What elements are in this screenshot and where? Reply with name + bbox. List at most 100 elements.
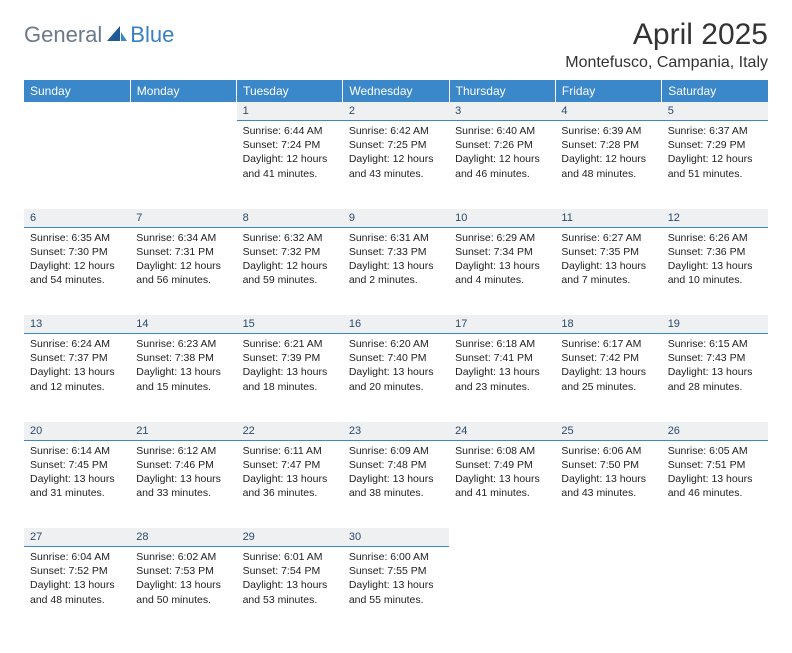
cell-content: Sunrise: 6:01 AMSunset: 7:54 PMDaylight:…	[237, 547, 343, 613]
calendar-cell: Sunrise: 6:35 AMSunset: 7:30 PMDaylight:…	[24, 227, 130, 315]
day-header: Tuesday	[237, 80, 343, 102]
calendar-cell: Sunrise: 6:14 AMSunset: 7:45 PMDaylight:…	[24, 440, 130, 528]
calendar-cell	[662, 547, 768, 635]
day-number: 1	[237, 102, 343, 120]
logo-sail-icon	[106, 24, 128, 47]
day-number: 30	[343, 528, 449, 546]
calendar-cell: Sunrise: 6:26 AMSunset: 7:36 PMDaylight:…	[662, 227, 768, 315]
calendar-thead: SundayMondayTuesdayWednesdayThursdayFrid…	[24, 80, 768, 102]
month-title: April 2025	[565, 18, 768, 52]
content-row: Sunrise: 6:14 AMSunset: 7:45 PMDaylight:…	[24, 440, 768, 528]
cell-content: Sunrise: 6:31 AMSunset: 7:33 PMDaylight:…	[343, 228, 449, 294]
day-number: 20	[24, 422, 130, 440]
calendar-table: SundayMondayTuesdayWednesdayThursdayFrid…	[24, 80, 768, 635]
day-number: 10	[449, 209, 555, 227]
cell-content: Sunrise: 6:02 AMSunset: 7:53 PMDaylight:…	[130, 547, 236, 613]
calendar-cell: Sunrise: 6:21 AMSunset: 7:39 PMDaylight:…	[237, 334, 343, 422]
calendar-cell	[24, 121, 130, 209]
calendar-cell: Sunrise: 6:17 AMSunset: 7:42 PMDaylight:…	[555, 334, 661, 422]
cell-content: Sunrise: 6:08 AMSunset: 7:49 PMDaylight:…	[449, 441, 555, 507]
cell-content: Sunrise: 6:44 AMSunset: 7:24 PMDaylight:…	[237, 121, 343, 187]
cell-content: Sunrise: 6:11 AMSunset: 7:47 PMDaylight:…	[237, 441, 343, 507]
cell-content: Sunrise: 6:23 AMSunset: 7:38 PMDaylight:…	[130, 334, 236, 400]
cell-content: Sunrise: 6:34 AMSunset: 7:31 PMDaylight:…	[130, 228, 236, 294]
location: Montefusco, Campania, Italy	[565, 54, 768, 72]
day-header-row: SundayMondayTuesdayWednesdayThursdayFrid…	[24, 80, 768, 102]
calendar-cell: Sunrise: 6:15 AMSunset: 7:43 PMDaylight:…	[662, 334, 768, 422]
calendar-cell: Sunrise: 6:08 AMSunset: 7:49 PMDaylight:…	[449, 440, 555, 528]
day-number: 7	[130, 209, 236, 227]
day-number: 6	[24, 209, 130, 227]
daynum-row: 12345	[24, 102, 768, 121]
daynum-row: 27282930	[24, 528, 768, 547]
content-row: Sunrise: 6:24 AMSunset: 7:37 PMDaylight:…	[24, 334, 768, 422]
calendar-cell: Sunrise: 6:44 AMSunset: 7:24 PMDaylight:…	[237, 121, 343, 209]
cell-content: Sunrise: 6:27 AMSunset: 7:35 PMDaylight:…	[555, 228, 661, 294]
day-number: 19	[662, 315, 768, 333]
day-number: 4	[555, 102, 661, 120]
calendar-cell: Sunrise: 6:27 AMSunset: 7:35 PMDaylight:…	[555, 227, 661, 315]
day-number: 3	[449, 102, 555, 120]
cell-content: Sunrise: 6:04 AMSunset: 7:52 PMDaylight:…	[24, 547, 130, 613]
calendar-cell: Sunrise: 6:37 AMSunset: 7:29 PMDaylight:…	[662, 121, 768, 209]
calendar-cell: Sunrise: 6:40 AMSunset: 7:26 PMDaylight:…	[449, 121, 555, 209]
calendar-body: 12345Sunrise: 6:44 AMSunset: 7:24 PMDayl…	[24, 102, 768, 635]
cell-content: Sunrise: 6:24 AMSunset: 7:37 PMDaylight:…	[24, 334, 130, 400]
cell-content: Sunrise: 6:21 AMSunset: 7:39 PMDaylight:…	[237, 334, 343, 400]
content-row: Sunrise: 6:35 AMSunset: 7:30 PMDaylight:…	[24, 227, 768, 315]
day-header: Saturday	[662, 80, 768, 102]
calendar-cell: Sunrise: 6:39 AMSunset: 7:28 PMDaylight:…	[555, 121, 661, 209]
calendar-cell	[449, 547, 555, 635]
calendar-cell	[130, 121, 236, 209]
calendar-cell: Sunrise: 6:31 AMSunset: 7:33 PMDaylight:…	[343, 227, 449, 315]
calendar-cell: Sunrise: 6:12 AMSunset: 7:46 PMDaylight:…	[130, 440, 236, 528]
day-number: 5	[662, 102, 768, 120]
cell-content: Sunrise: 6:17 AMSunset: 7:42 PMDaylight:…	[555, 334, 661, 400]
calendar-cell	[555, 547, 661, 635]
cell-content: Sunrise: 6:05 AMSunset: 7:51 PMDaylight:…	[662, 441, 768, 507]
day-number: 23	[343, 422, 449, 440]
logo-text-blue: Blue	[130, 22, 174, 48]
day-number: 11	[555, 209, 661, 227]
content-row: Sunrise: 6:04 AMSunset: 7:52 PMDaylight:…	[24, 547, 768, 635]
day-number: 21	[130, 422, 236, 440]
cell-content: Sunrise: 6:37 AMSunset: 7:29 PMDaylight:…	[662, 121, 768, 187]
calendar-cell: Sunrise: 6:20 AMSunset: 7:40 PMDaylight:…	[343, 334, 449, 422]
calendar-cell: Sunrise: 6:32 AMSunset: 7:32 PMDaylight:…	[237, 227, 343, 315]
content-row: Sunrise: 6:44 AMSunset: 7:24 PMDaylight:…	[24, 121, 768, 209]
daynum-row: 20212223242526	[24, 422, 768, 441]
day-number: 2	[343, 102, 449, 120]
day-number: 12	[662, 209, 768, 227]
day-number: 25	[555, 422, 661, 440]
calendar-cell: Sunrise: 6:34 AMSunset: 7:31 PMDaylight:…	[130, 227, 236, 315]
title-block: April 2025 Montefusco, Campania, Italy	[565, 18, 768, 72]
day-number: 9	[343, 209, 449, 227]
daynum-row: 6789101112	[24, 209, 768, 228]
day-number: 24	[449, 422, 555, 440]
cell-content: Sunrise: 6:20 AMSunset: 7:40 PMDaylight:…	[343, 334, 449, 400]
day-number: 13	[24, 315, 130, 333]
day-number: 28	[130, 528, 236, 546]
day-number: 16	[343, 315, 449, 333]
calendar-cell: Sunrise: 6:24 AMSunset: 7:37 PMDaylight:…	[24, 334, 130, 422]
calendar-cell: Sunrise: 6:23 AMSunset: 7:38 PMDaylight:…	[130, 334, 236, 422]
day-header: Sunday	[24, 80, 130, 102]
day-number: 22	[237, 422, 343, 440]
cell-content: Sunrise: 6:32 AMSunset: 7:32 PMDaylight:…	[237, 228, 343, 294]
calendar-cell: Sunrise: 6:00 AMSunset: 7:55 PMDaylight:…	[343, 547, 449, 635]
cell-content: Sunrise: 6:15 AMSunset: 7:43 PMDaylight:…	[662, 334, 768, 400]
calendar-page: General Blue April 2025 Montefusco, Camp…	[0, 0, 792, 653]
calendar-cell: Sunrise: 6:06 AMSunset: 7:50 PMDaylight:…	[555, 440, 661, 528]
daynum-row: 13141516171819	[24, 315, 768, 334]
day-header: Monday	[130, 80, 236, 102]
day-header: Wednesday	[343, 80, 449, 102]
calendar-cell: Sunrise: 6:09 AMSunset: 7:48 PMDaylight:…	[343, 440, 449, 528]
day-number: 27	[24, 528, 130, 546]
cell-content: Sunrise: 6:35 AMSunset: 7:30 PMDaylight:…	[24, 228, 130, 294]
day-header: Friday	[555, 80, 661, 102]
calendar-cell: Sunrise: 6:29 AMSunset: 7:34 PMDaylight:…	[449, 227, 555, 315]
cell-content: Sunrise: 6:39 AMSunset: 7:28 PMDaylight:…	[555, 121, 661, 187]
cell-content: Sunrise: 6:00 AMSunset: 7:55 PMDaylight:…	[343, 547, 449, 613]
logo-text-general: General	[24, 22, 102, 48]
day-number: 17	[449, 315, 555, 333]
